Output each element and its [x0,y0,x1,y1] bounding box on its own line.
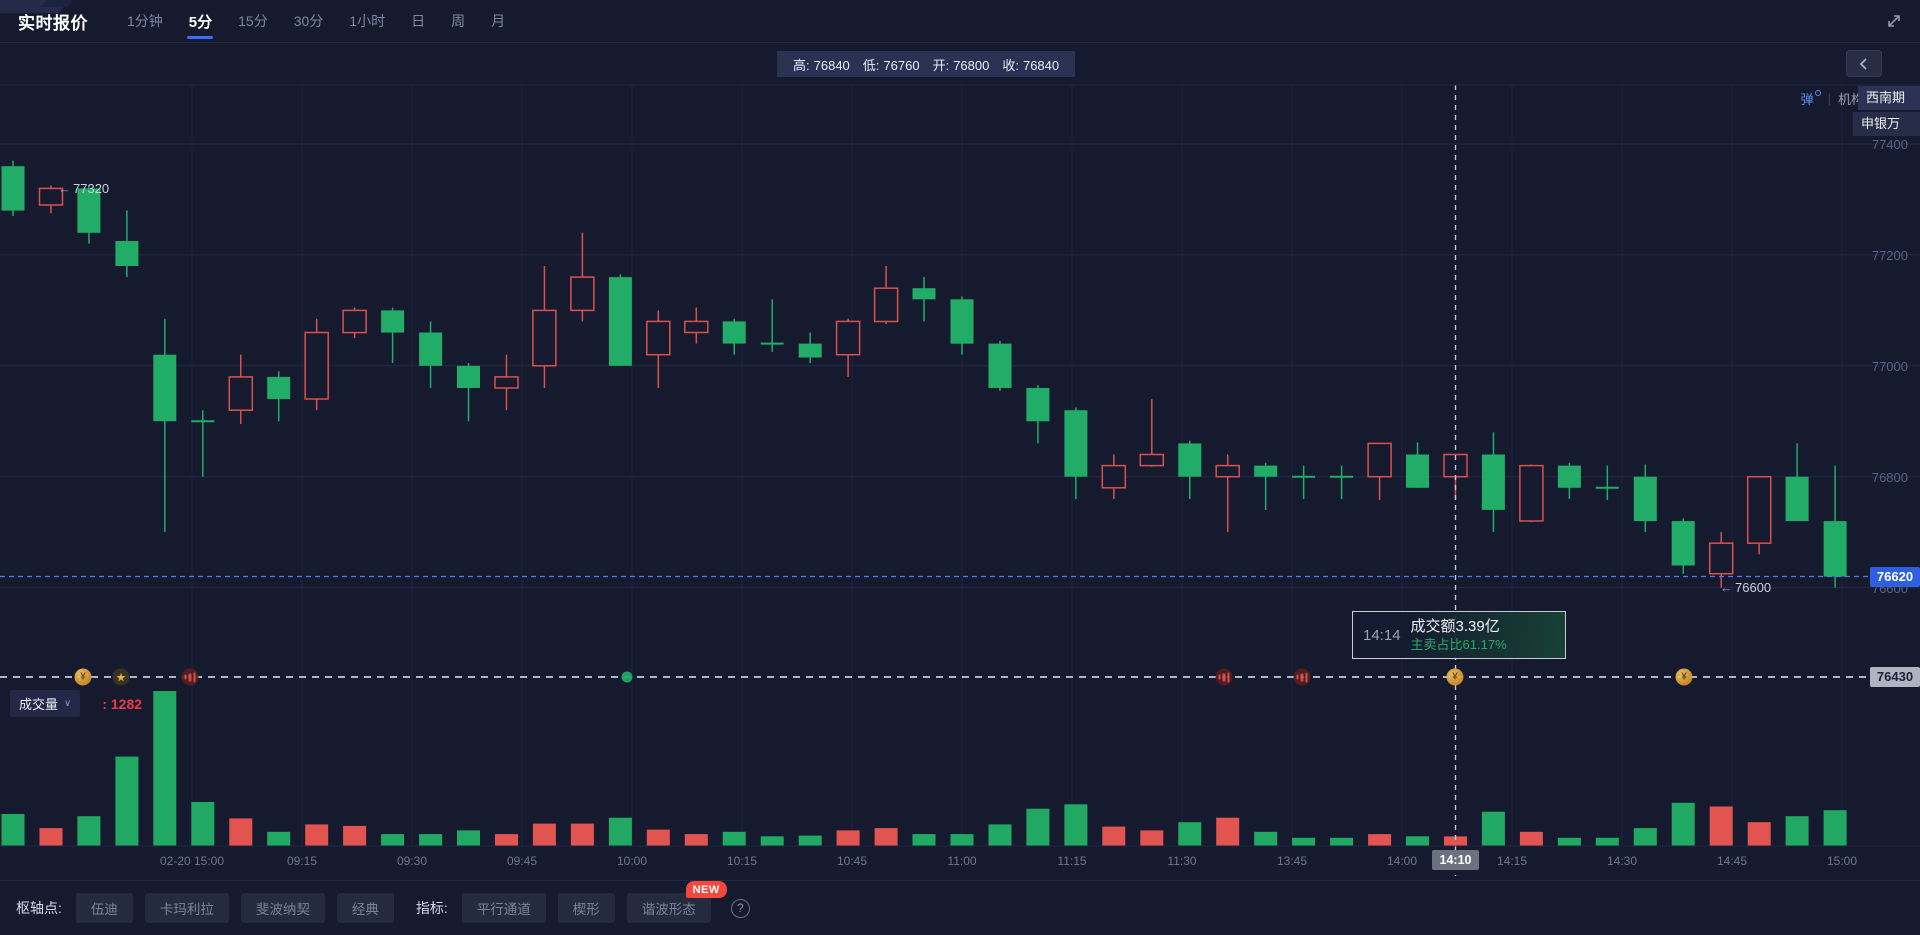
danmu-badge-icon [1814,90,1821,96]
divider: | [1827,91,1831,106]
collapse-panel-button[interactable] [1846,50,1882,77]
indicator-button-wrap: 平行通道 [461,893,546,923]
time-label: 09:15 [286,854,318,868]
time-label: 11:15 [1057,854,1087,868]
time-label: 11:30 [1167,854,1197,868]
time-label: 10:00 [616,854,648,868]
volume-value: : 1282 [102,695,143,712]
crosshair-time-badge: 14:10 [1431,850,1480,870]
signal-marker-chart-icon [1293,668,1311,686]
timeframe-tabs: 1分钟 5分 15分 30分 1小时 日 周 月 [114,0,518,42]
signal-marker-chart-icon [181,668,199,686]
signal-marker-coin-icon: ¥ [1446,668,1464,686]
indicator-group-label: 指标: [415,900,448,916]
tooltip-turnover: 成交额3.39亿 [1410,618,1500,635]
ohlc-item: 低: 76760 [862,57,920,73]
crosshair-tooltip: 14:14 成交额3.39亿 主卖占比61.17% [1352,611,1566,659]
indicator-button-谐波形态[interactable]: 谐波形态 [626,893,711,923]
institution-toggle[interactable]: 机构 [1837,92,1864,107]
chevron-down-icon: ∨ [64,698,72,709]
pivot-group-label: 枢轴点: [16,900,62,916]
pivot-button-斐波纳契[interactable]: 斐波纳契 [240,893,325,923]
tooltip-time: 14:14 [1363,626,1401,644]
tab-1小时[interactable]: 1小时 [349,13,386,29]
ohlc-item: 高: 76840 [793,57,850,73]
signal-marker-chart-icon [1215,668,1233,686]
signal-marker-coin-icon: ¥ [74,668,92,686]
danmu-label: 弹 [1800,92,1814,107]
broker-label-2[interactable]: 申银万 [1853,112,1920,136]
time-label: 14:00 [1386,854,1418,868]
time-label: 10:15 [726,854,758,868]
help-icon[interactable]: ? [730,898,750,918]
indicator-button-wrap: 谐波形态 NEW [626,881,727,923]
time-label: 10:45 [836,854,868,868]
overlay-toggles: 弹 | 机构 [1801,89,1864,108]
time-label: 09:30 [396,854,428,868]
crosshair-price-badge: 76430 [1870,667,1920,687]
ohlc-item: 收: 76840 [1002,57,1060,73]
time-label: 13:45 [1276,854,1308,868]
signal-marker-coin-icon: ¥ [1675,668,1693,686]
signal-marker-dot-icon [621,671,633,683]
tab-1分钟[interactable]: 1分钟 [127,13,163,29]
corner-decoration [41,0,73,7]
volume-indicator-label: 成交量 [19,697,59,712]
price-tick-77000: 77000 [1871,358,1908,374]
price-tick-77400: 77400 [1871,137,1908,152]
exit-fullscreen-icon[interactable] [1884,11,1904,31]
arrow-left-icon: ← [58,181,71,196]
tab-月[interactable]: 月 [491,13,506,29]
volume-header: 成交量 ∨ : 1282 [10,690,142,717]
danmu-toggle[interactable]: 弹 [1801,89,1821,108]
time-axis: 14:10 02-20 15:00 09:15 09:30 09:45 10:00 10:… [0,847,1920,879]
indicator-button-平行通道[interactable]: 平行通道 [461,893,546,923]
tab-15分[interactable]: 15分 [238,13,268,29]
time-label: 15:00 [1826,854,1858,868]
last-price-badge: 76620 [1870,566,1920,587]
pivot-button-经典[interactable]: 经典 [336,893,394,923]
indicator-button-楔形[interactable]: 楔形 [557,893,615,923]
page-title: 实时报价 [18,13,88,33]
time-label: 14:45 [1716,854,1748,868]
price-tick-76800: 76800 [1871,469,1908,485]
tab-日[interactable]: 日 [411,13,426,29]
high-price-annotation: ← 77320 [58,181,110,196]
arrow-left-icon: ← [1720,580,1733,595]
time-label: 11:00 [947,854,977,868]
broker-label-1[interactable]: 西南期 [1858,86,1920,110]
tab-30分[interactable]: 30分 [293,13,324,29]
tab-5分[interactable]: 5分 [187,0,214,42]
tab-周[interactable]: 周 [451,13,466,29]
chevron-left-icon [1859,57,1867,70]
indicator-button-wrap: 楔形 [557,893,615,923]
ohlc-info-bar: 高: 76840 低: 76760 开: 76800 收: 76840 [777,51,1076,77]
ohlc-item: 开: 76800 [932,57,990,73]
signal-marker-star-icon: ★ [112,668,130,686]
pivot-button-卡玛利拉[interactable]: 卡玛利拉 [144,893,229,923]
time-label: 14:30 [1606,854,1638,868]
low-price-annotation: ← 76600 [1720,580,1772,595]
time-label: 14:15 [1496,854,1528,868]
time-label: 02-20 15:00 [159,854,225,868]
volume-indicator-dropdown[interactable]: 成交量 ∨ [10,690,81,717]
price-tick-77200: 77200 [1871,247,1908,263]
new-badge: NEW [685,881,727,898]
pivot-buttons: 伍迪 卡玛利拉 斐波纳契 经典 [75,893,394,923]
drawing-toolbar: 枢轴点: 伍迪 卡玛利拉 斐波纳契 经典 指标: 平行通道 楔形 谐波形态 NEW ? [0,880,1920,935]
indicator-buttons: 平行通道 楔形 谐波形态 NEW [461,881,727,923]
top-bar: 实时报价 1分钟 5分 15分 30分 1小时 日 周 月 [0,0,1920,43]
tooltip-sell-ratio: 主卖占比61.17% [1410,637,1507,652]
time-label: 09:45 [506,854,538,868]
pivot-button-伍迪[interactable]: 伍迪 [75,893,133,923]
